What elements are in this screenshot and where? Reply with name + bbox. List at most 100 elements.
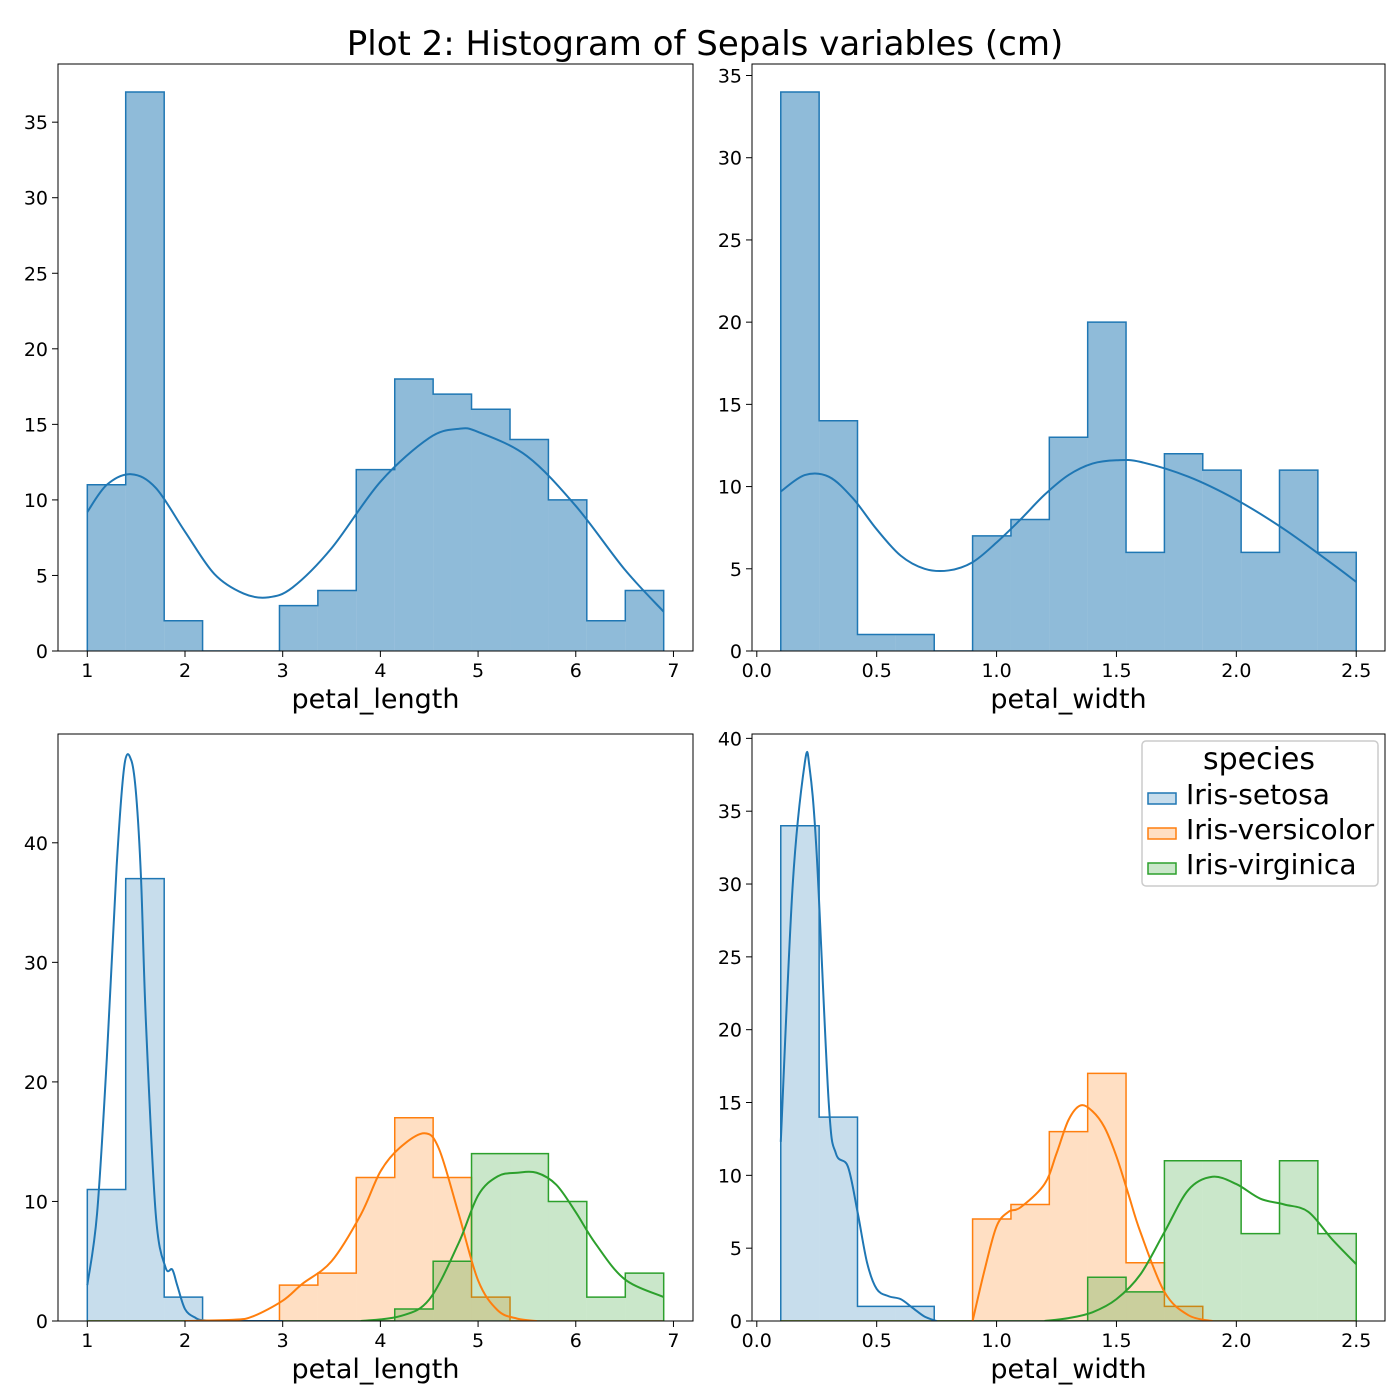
legend-swatch-iris-virginica (1147, 862, 1177, 875)
bar-all-bin-13 (1279, 470, 1318, 651)
bar-iris-virginica-bin-11 (510, 1153, 549, 1321)
kde-curve-iris-versicolor (184, 1132, 537, 1321)
x-tick-label: 2.5 (1341, 660, 1371, 682)
species-legend: species Iris-setosa Iris-versicolor Iris… (1141, 740, 1379, 887)
histogram-step-outline-all (780, 91, 1357, 651)
bar-all-bin-6 (1010, 519, 1050, 651)
x-tick-label: 7 (667, 1330, 679, 1352)
y-tick-label: 15 (718, 1093, 742, 1115)
bar-iris-virginica-bin-14 (625, 1273, 664, 1321)
y-tick-label: 35 (718, 66, 742, 88)
histogram-step-outline-iris-setosa (86, 877, 664, 1321)
x-tick-label: 6 (570, 660, 582, 682)
bar-iris-virginica-bin-14 (1317, 1233, 1357, 1321)
y-tick-label: 0 (730, 1311, 742, 1333)
bar-iris-versicolor-bin-8 (394, 1117, 434, 1321)
x-tick-label: 1.0 (981, 1330, 1011, 1352)
y-tick-label: 0 (730, 641, 742, 663)
legend-label-iris-versicolor: Iris-versicolor (1186, 813, 1375, 846)
axes-frame (751, 733, 1386, 1322)
x-tick-label: 1.0 (981, 660, 1011, 682)
histogram-panel-top-right-petal-width: 0.0 0.5 1.0 1.5 2.0 2.5 0 5 10 15 20 25 30 35 petal_wi… (718, 63, 1386, 715)
y-tick-label: 0 (36, 641, 48, 663)
kde-curve-iris-setosa (779, 750, 937, 1321)
x-tick-label: 0.5 (862, 660, 892, 682)
legend-swatch-iris-versicolor (1147, 827, 1177, 840)
y-tick-label: 25 (24, 263, 48, 285)
bar-all-bin-0 (780, 91, 820, 651)
bar-iris-virginica-bin-8 (1087, 1277, 1127, 1321)
legend-title: species (1203, 742, 1315, 777)
y-tick-label: 5 (730, 1238, 742, 1260)
bar-iris-virginica-bin-12 (1241, 1233, 1280, 1321)
x-tick-label: 0.0 (742, 1330, 772, 1352)
bar-iris-virginica-bin-8 (394, 1309, 434, 1321)
x-tick-label: 1 (81, 1330, 93, 1352)
bar-all-bin-11 (510, 439, 549, 651)
bar-iris-setosa-bin-1 (125, 878, 165, 1321)
x-axis-label: petal_length (292, 684, 460, 715)
bar-all-bin-8 (1087, 322, 1127, 651)
y-tick-label: 25 (718, 230, 742, 252)
x-tick-label: 2 (179, 1330, 191, 1352)
bar-all-bin-5 (972, 535, 1011, 651)
bar-iris-versicolor-bin-5 (972, 1219, 1011, 1321)
histogram-panel-bottom-left-petal-length-by-species: 1 2 3 4 5 6 7 0 10 20 30 40 petal_length (24, 733, 694, 1385)
bar-iris-versicolor-bin-5 (279, 1285, 318, 1321)
bar-all-bin-13 (586, 620, 626, 651)
y-tick-label: 30 (718, 148, 742, 170)
y-tick-label: 25 (718, 947, 742, 969)
y-tick-label: 10 (718, 1165, 742, 1187)
y-tick-label: 15 (718, 394, 742, 416)
bar-all-bin-3 (895, 634, 935, 651)
y-tick-label: 35 (24, 112, 48, 134)
bar-all-bin-14 (625, 590, 664, 651)
axes-frame (57, 733, 694, 1322)
bar-iris-versicolor-bin-6 (1010, 1204, 1050, 1321)
bar-iris-versicolor-bin-10 (471, 1297, 511, 1321)
plot-area (780, 91, 1357, 651)
x-tick-label: 3 (277, 1330, 289, 1352)
figure-title: Plot 2: Histogram of Sepals variables (c… (347, 24, 1063, 64)
x-tick-label: 5 (472, 1330, 484, 1352)
legend-swatch-iris-setosa (1147, 792, 1177, 805)
histogram-step-outline-iris-versicolor (87, 1117, 664, 1321)
bar-all-bin-10 (471, 409, 511, 651)
kde-curve-all (86, 427, 665, 613)
legend-label-iris-setosa: Iris-setosa (1186, 778, 1330, 811)
bar-iris-setosa-bin-2 (164, 1297, 203, 1321)
y-tick-label: 5 (36, 565, 48, 587)
bar-all-bin-1 (125, 91, 165, 651)
bar-iris-versicolor-bin-9 (433, 1177, 472, 1321)
y-tick-label: 30 (24, 188, 48, 210)
x-tick-label: 1.5 (1101, 660, 1131, 682)
x-tick-label: 4 (374, 660, 386, 682)
y-tick-label: 40 (24, 833, 48, 855)
bar-all-bin-2 (164, 620, 203, 651)
x-axis-label: petal_length (292, 1354, 460, 1385)
bar-iris-setosa-bin-1 (819, 1117, 858, 1321)
bar-iris-virginica-bin-11 (1202, 1160, 1242, 1321)
histogram-step-outline-all (86, 91, 665, 651)
y-tick-label: 10 (24, 490, 48, 512)
bar-all-bin-7 (356, 469, 395, 651)
y-tick-label: 40 (718, 728, 742, 750)
x-tick-label: 2.0 (1221, 1330, 1251, 1352)
legend-frame (1141, 740, 1379, 887)
bar-all-bin-6 (317, 590, 357, 651)
histogram-panel-bottom-right-petal-width-by-species: 0.0 0.5 1.0 1.5 2.0 2.5 0 5 10 15 20 25 30 35 40 petal_… (718, 728, 1386, 1385)
y-tick-label: 20 (24, 1072, 48, 1094)
bar-all-bin-14 (1317, 552, 1357, 651)
x-axis-label: petal_width (990, 684, 1146, 715)
y-tick-label: 15 (24, 414, 48, 436)
kde-curve-all (780, 458, 1357, 583)
bar-all-bin-9 (433, 394, 472, 651)
plot-area (86, 91, 665, 651)
y-tick-label: 30 (718, 874, 742, 896)
y-tick-label: 35 (718, 801, 742, 823)
x-tick-label: 0.5 (862, 1330, 892, 1352)
kde-curve-iris-setosa (86, 753, 283, 1321)
bar-all-bin-9 (1126, 552, 1165, 651)
y-tick-label: 20 (718, 312, 742, 334)
plot-area (779, 750, 1357, 1321)
